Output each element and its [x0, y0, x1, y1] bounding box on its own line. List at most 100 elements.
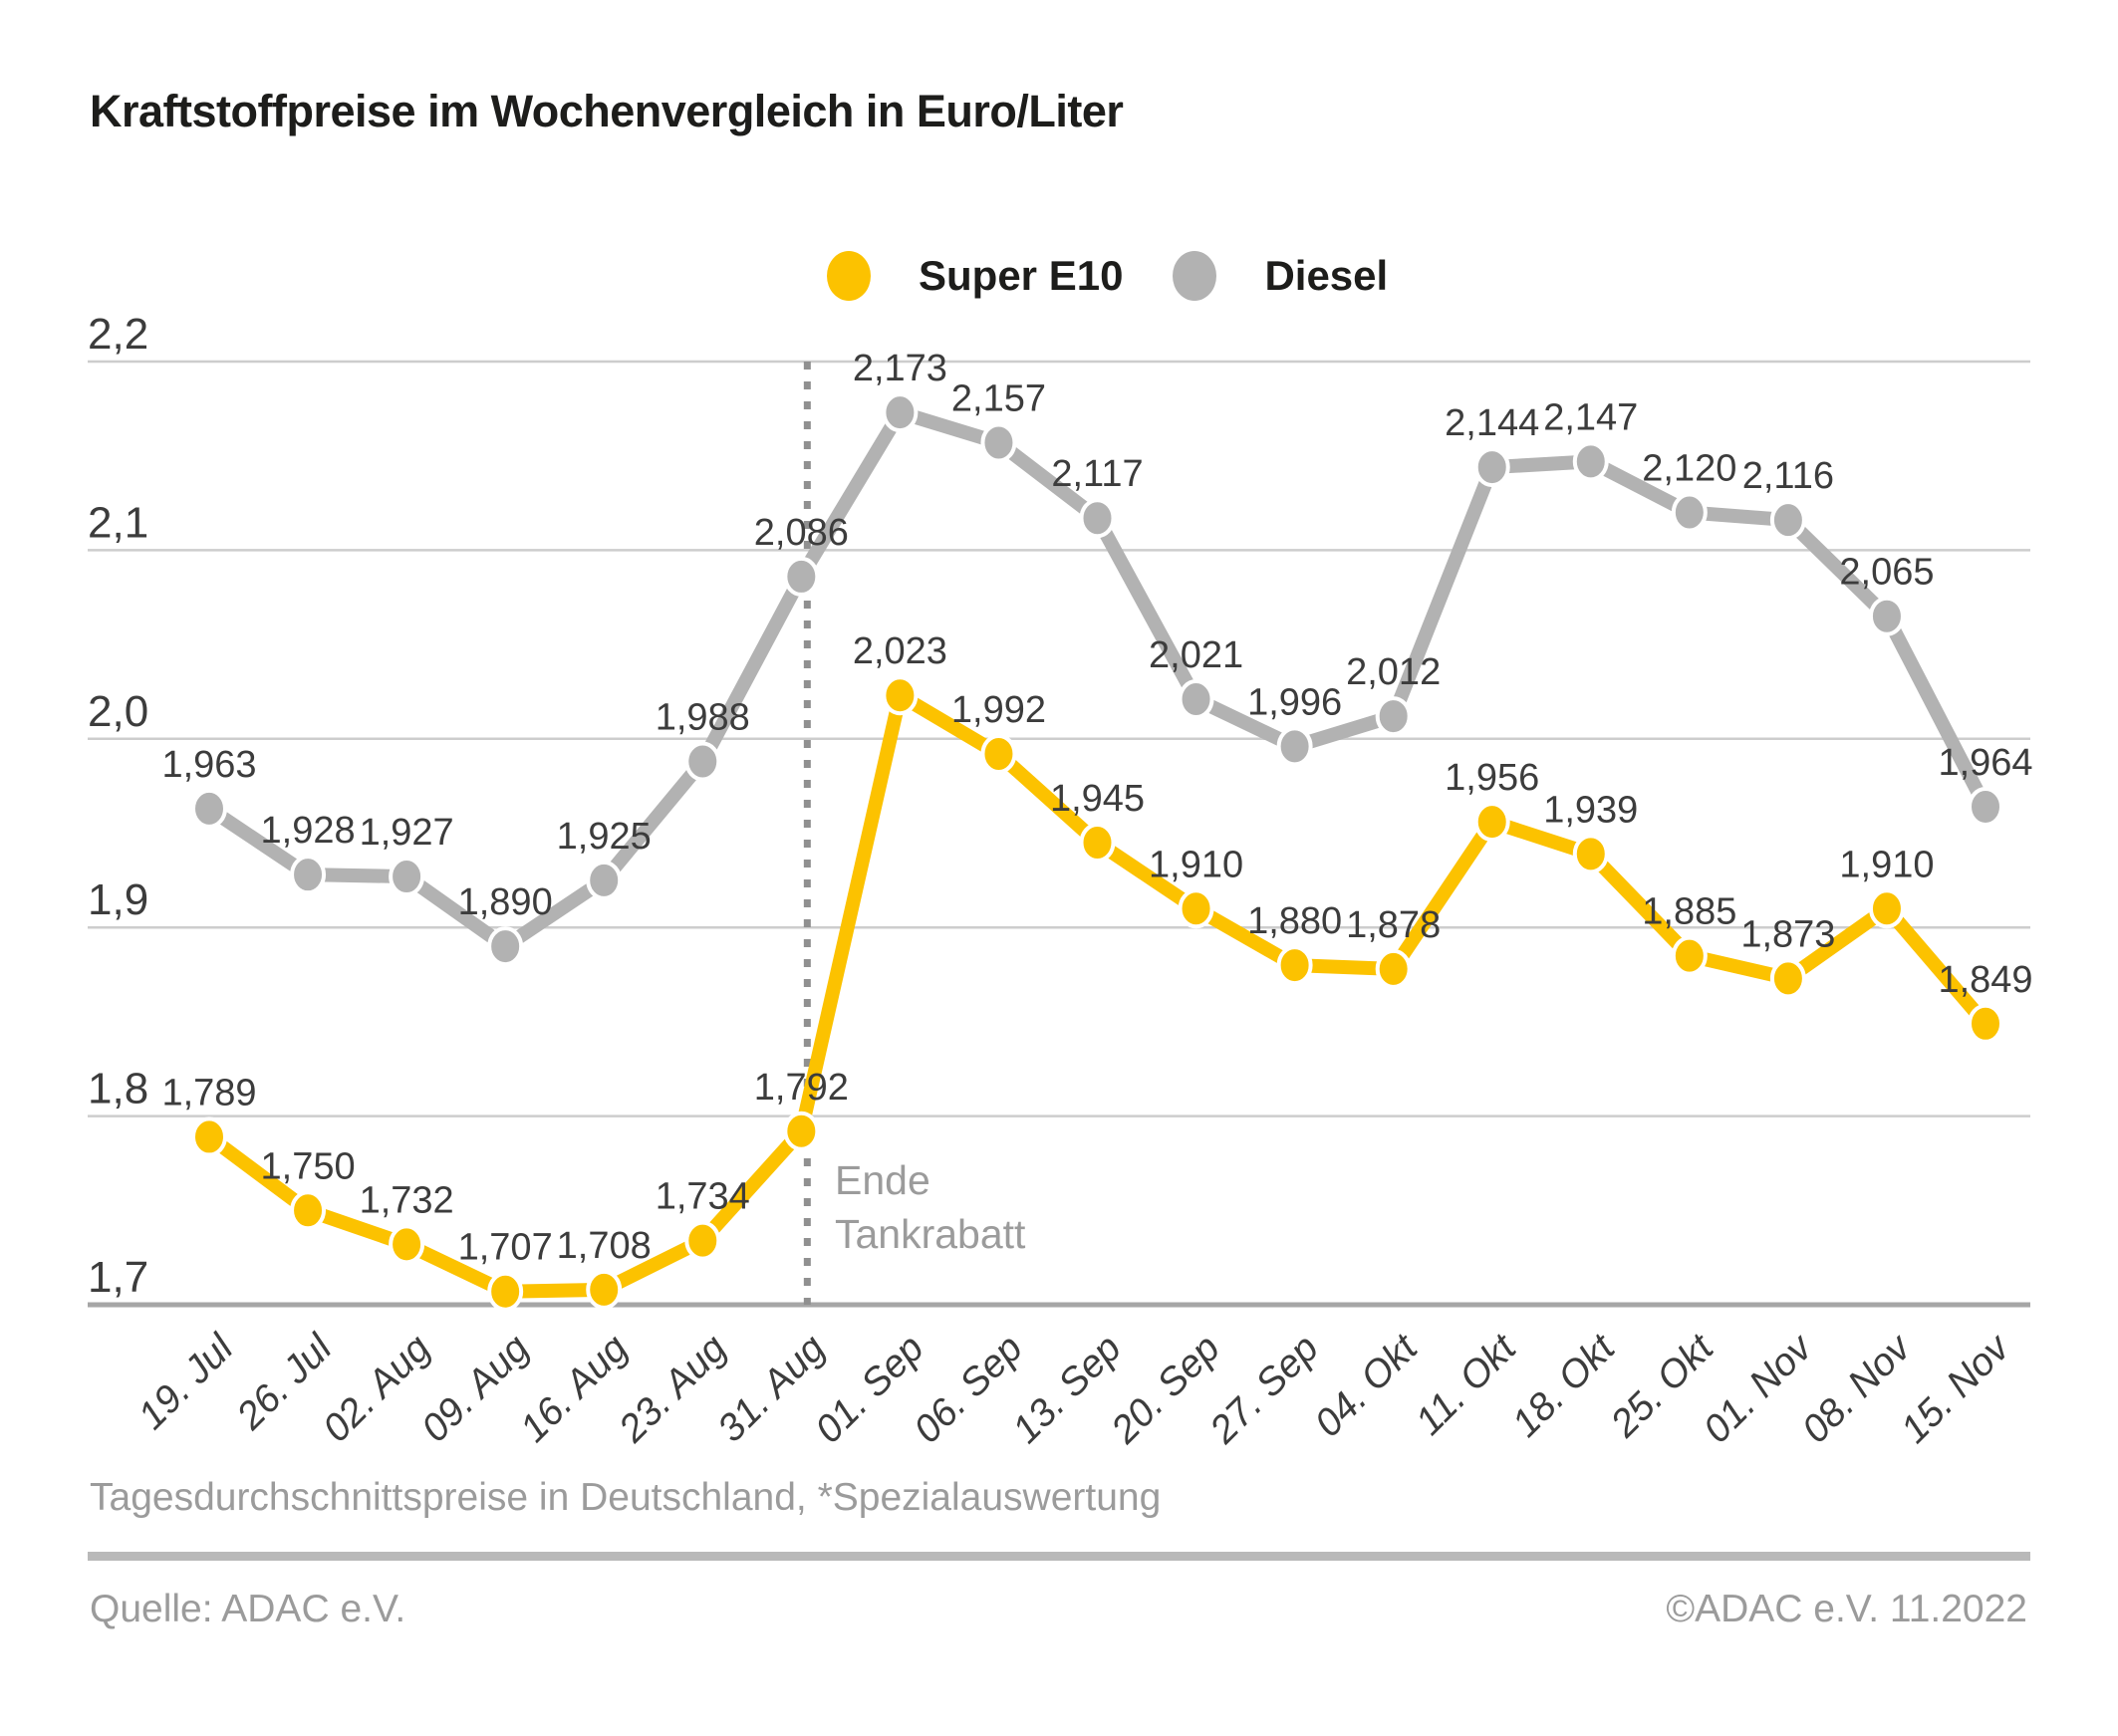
diesel-marker — [290, 855, 327, 895]
diesel-marker — [882, 392, 919, 433]
source-credit: Quelle: ADAC e.V. — [90, 1588, 406, 1630]
vline-annotation-line2: Tankrabatt — [835, 1211, 1026, 1257]
super-e10-value-label: 1,789 — [161, 1072, 256, 1114]
diesel-value-label: 1,964 — [1938, 742, 2032, 784]
super-e10-value-label: 1,849 — [1938, 959, 2032, 1001]
x-tick-label: 04. Okt — [1307, 1325, 1428, 1445]
diesel-value-label: 2,147 — [1543, 396, 1638, 438]
x-tick-label: 20. Sep — [1103, 1327, 1228, 1452]
legend-item-diesel: Diesel — [1173, 251, 1388, 301]
diesel-marker — [1473, 447, 1510, 488]
x-tick-label: 18. Okt — [1504, 1325, 1625, 1445]
diesel-marker — [1276, 726, 1313, 767]
diesel-value-label: 1,988 — [656, 697, 750, 739]
copyright-credit: ©ADAC e.V. 11.2022 — [1666, 1588, 2027, 1630]
x-tick-label: 02. Aug — [315, 1327, 439, 1451]
diesel-value-label: 2,065 — [1839, 552, 1934, 594]
y-tick-label: 1,7 — [88, 1253, 148, 1302]
y-tick-label: 1,9 — [88, 875, 148, 924]
diesel-marker — [487, 926, 524, 967]
chart-legend: Super E10 Diesel — [827, 251, 1388, 301]
super-e10-value-label: 1,910 — [1839, 844, 1934, 885]
super-e10-marker — [586, 1269, 623, 1310]
diesel-marker — [1671, 492, 1708, 533]
legend-item-super-e10: Super E10 — [827, 251, 1123, 301]
x-tick-label: 31. Aug — [709, 1327, 834, 1451]
super-e10-value-label: 1,707 — [458, 1227, 553, 1269]
footnote: Tagesdurchschnittspreise in Deutschland,… — [90, 1476, 1162, 1519]
x-tick-label: 01. Nov — [1696, 1325, 1822, 1451]
super-e10-marker — [1079, 822, 1116, 863]
vline-annotation-line1: Ende — [835, 1157, 930, 1203]
super-e10-value-label: 1,878 — [1346, 904, 1441, 946]
diesel-marker — [1572, 441, 1609, 482]
super-e10-value-label: 1,992 — [951, 689, 1046, 731]
super-e10-value-label: 1,792 — [754, 1067, 849, 1109]
super-e10-value-label: 1,956 — [1445, 757, 1539, 799]
x-tick-label: 06. Sep — [906, 1327, 1030, 1451]
diesel-marker — [1769, 500, 1806, 541]
super-e10-dot-icon — [827, 251, 871, 301]
diesel-value-label: 1,927 — [360, 812, 454, 854]
diesel-dot-icon — [1173, 251, 1217, 301]
super-e10-value-label: 1,910 — [1149, 844, 1243, 885]
diesel-marker — [389, 857, 425, 897]
super-e10-value-label: 1,708 — [557, 1225, 652, 1267]
diesel-value-label: 2,144 — [1445, 402, 1539, 444]
diesel-marker — [1375, 696, 1412, 737]
diesel-value-label: 2,173 — [853, 348, 947, 389]
footer-divider — [88, 1552, 2030, 1561]
super-e10-marker — [1769, 958, 1806, 999]
x-tick-label: 13. Sep — [1004, 1327, 1129, 1451]
diesel-value-label: 2,116 — [1742, 455, 1834, 497]
super-e10-marker — [1473, 802, 1510, 843]
x-tick-label: 27. Sep — [1201, 1327, 1327, 1452]
diesel-value-label: 1,996 — [1247, 681, 1342, 723]
diesel-marker — [1079, 498, 1116, 539]
super-e10-marker — [1178, 888, 1214, 929]
super-e10-marker — [783, 1111, 820, 1151]
y-tick-label: 1,8 — [88, 1065, 148, 1114]
diesel-value-label: 2,120 — [1642, 448, 1736, 490]
super-e10-value-label: 2,023 — [853, 630, 947, 672]
diesel-value-label: 2,117 — [1051, 453, 1143, 495]
super-e10-marker — [1671, 935, 1708, 976]
super-e10-marker — [1572, 834, 1609, 874]
diesel-value-label: 1,890 — [458, 881, 553, 923]
x-tick-label: 08. Nov — [1794, 1325, 1921, 1451]
x-tick-label: 19. Jul — [131, 1326, 243, 1438]
super-e10-marker — [290, 1190, 327, 1231]
x-tick-label: 09. Aug — [413, 1327, 538, 1451]
legend-label-super-e10: Super E10 — [919, 252, 1124, 299]
diesel-value-label: 2,086 — [754, 512, 849, 554]
diesel-marker — [586, 860, 623, 900]
x-tick-label: 16. Aug — [512, 1327, 637, 1451]
super-e10-value-label: 1,750 — [261, 1145, 356, 1187]
legend-label-diesel: Diesel — [1264, 252, 1389, 299]
y-tick-label: 2,1 — [88, 498, 148, 547]
x-tick-label: 23. Aug — [610, 1327, 734, 1451]
super-e10-marker — [487, 1271, 524, 1312]
super-e10-marker — [1276, 945, 1313, 986]
super-e10-value-label: 1,732 — [360, 1179, 454, 1221]
super-e10-marker — [191, 1116, 227, 1157]
diesel-value-label: 1,928 — [261, 810, 356, 852]
super-e10-value-label: 1,734 — [656, 1176, 750, 1218]
super-e10-marker — [1968, 1003, 2003, 1044]
diesel-marker — [684, 741, 721, 782]
diesel-marker — [1178, 679, 1214, 720]
super-e10-value-label: 1,873 — [1740, 913, 1835, 955]
vline-annotation: Ende Tankrabatt — [835, 1153, 1025, 1261]
diesel-value-label: 1,925 — [557, 816, 652, 858]
super-e10-marker — [684, 1220, 721, 1261]
diesel-marker — [1868, 596, 1905, 636]
super-e10-marker — [882, 675, 919, 716]
diesel-value-label: 2,012 — [1346, 651, 1441, 693]
super-e10-marker — [1868, 888, 1905, 929]
super-e10-marker — [389, 1224, 425, 1265]
y-tick-label: 2,0 — [88, 687, 148, 736]
x-tick-label: 11. Okt — [1408, 1325, 1526, 1443]
super-e10-marker — [1375, 948, 1412, 989]
